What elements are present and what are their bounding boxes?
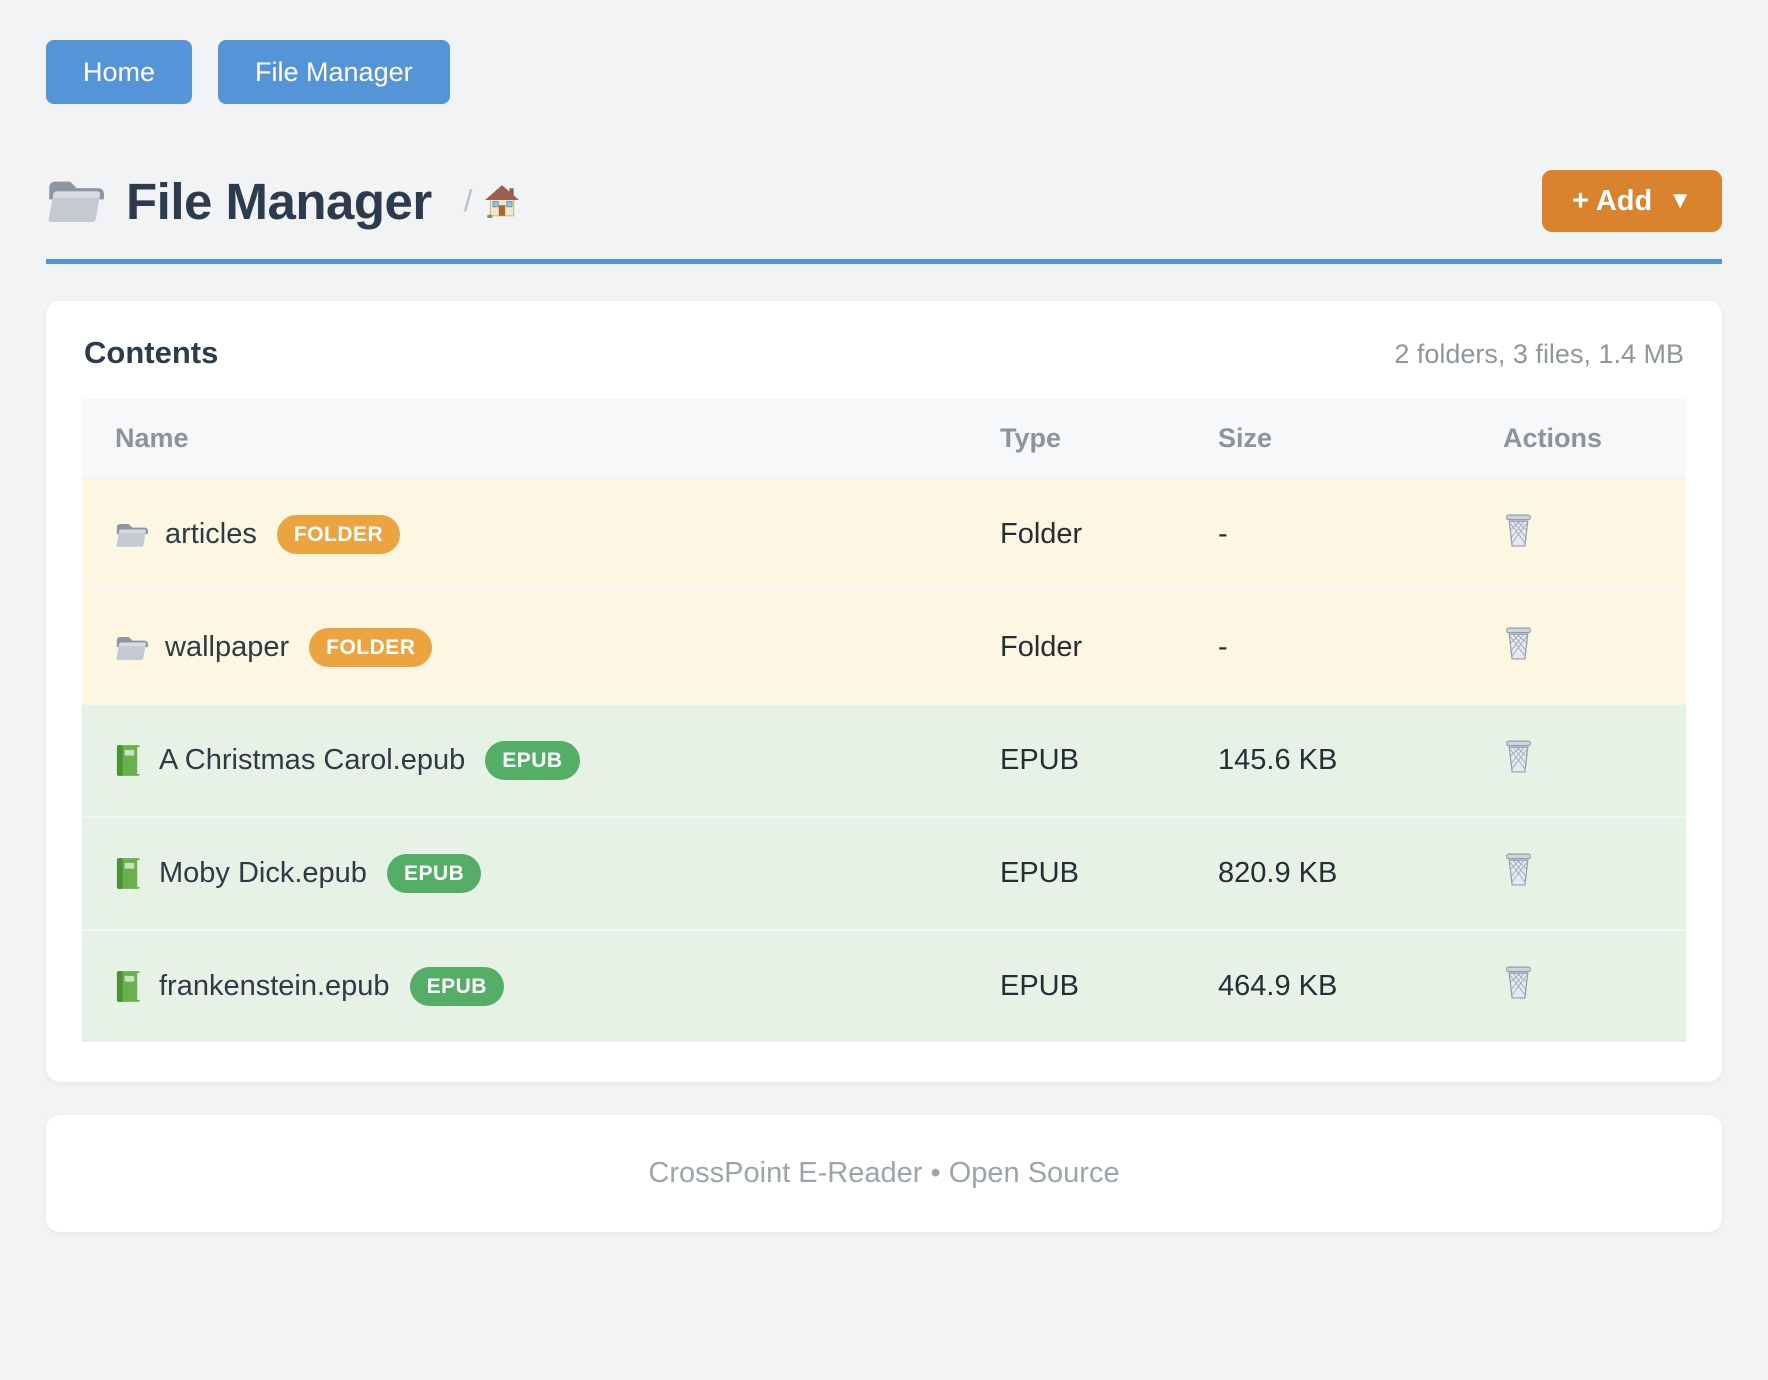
table-row: wallpaper FOLDER Folder - — [82, 590, 1686, 703]
file-manager-button[interactable]: File Manager — [218, 40, 450, 104]
column-header-actions: Actions — [1503, 422, 1603, 453]
column-header-size: Size — [1218, 422, 1273, 453]
folder-icon — [115, 521, 148, 549]
actions-cell — [1470, 852, 1686, 895]
file-size-cell: - — [1218, 631, 1228, 663]
footer-text: CrossPoint E-Reader • Open Source — [648, 1157, 1120, 1189]
file-table: Name Type Size Actions articles FOLDER Fol… — [82, 399, 1686, 1042]
file-size-cell: 820.9 KB — [1218, 857, 1338, 889]
table-row: frankenstein.epub EPUB EPUB 464.9 KB — [82, 929, 1686, 1042]
file-type-cell: EPUB — [1000, 744, 1079, 776]
page-header: File Manager / + Add ▼ — [46, 170, 1722, 232]
delete-button[interactable] — [1503, 513, 1534, 548]
file-table-body: articles FOLDER Folder - wallpaper FOLDER Fold… — [82, 477, 1686, 1042]
actions-cell — [1470, 739, 1686, 782]
contents-heading: Contents — [84, 335, 219, 370]
file-name[interactable]: A Christmas Carol.epub — [159, 744, 466, 776]
breadcrumb-separator: / — [463, 183, 473, 218]
file-name[interactable]: wallpaper — [165, 631, 290, 663]
type-badge: EPUB — [409, 967, 504, 1006]
trash-icon — [1503, 740, 1534, 777]
file-name[interactable]: frankenstein.epub — [159, 970, 390, 1002]
book-icon — [115, 970, 142, 1003]
top-nav: Home File Manager — [0, 0, 1768, 104]
contents-summary: 2 folders, 3 files, 1.4 MB — [1394, 339, 1684, 369]
add-button[interactable]: + Add ▼ — [1541, 170, 1722, 232]
delete-button[interactable] — [1503, 626, 1534, 661]
file-size-cell: 464.9 KB — [1218, 970, 1338, 1002]
header-divider — [46, 259, 1722, 264]
file-type-cell: EPUB — [1000, 857, 1079, 889]
file-name[interactable]: Moby Dick.epub — [159, 857, 367, 889]
contents-card: Contents 2 folders, 3 files, 1.4 MB Name… — [46, 301, 1722, 1082]
breadcrumb: / — [464, 183, 521, 219]
file-size-cell: - — [1218, 518, 1228, 550]
book-icon — [115, 744, 142, 777]
table-row: articles FOLDER Folder - — [82, 477, 1686, 590]
file-size-cell: 145.6 KB — [1218, 744, 1338, 776]
book-icon — [115, 857, 142, 890]
home-button[interactable]: Home — [46, 40, 193, 104]
file-type-cell: Folder — [1000, 631, 1083, 663]
actions-cell — [1470, 965, 1686, 1008]
column-header-name: Name — [115, 422, 189, 453]
type-badge: EPUB — [386, 854, 482, 893]
delete-button[interactable] — [1503, 852, 1534, 887]
column-header-type: Type — [1000, 422, 1062, 453]
file-name-cell[interactable]: A Christmas Carol.epub EPUB — [82, 741, 967, 780]
type-badge: FOLDER — [309, 628, 433, 667]
table-row: A Christmas Carol.epub EPUB EPUB 145.6 KB — [82, 703, 1686, 816]
trash-icon — [1503, 514, 1534, 551]
page-title: File Manager — [126, 172, 432, 230]
house-icon[interactable] — [484, 184, 520, 218]
folder-icon — [46, 176, 104, 226]
contents-card-header: Contents 2 folders, 3 files, 1.4 MB — [82, 335, 1686, 371]
caret-down-icon: ▼ — [1668, 187, 1692, 214]
actions-cell — [1470, 513, 1686, 556]
file-name[interactable]: articles — [165, 518, 257, 550]
trash-icon — [1503, 966, 1534, 1003]
add-button-label: + Add — [1571, 184, 1653, 217]
file-name-cell[interactable]: Moby Dick.epub EPUB — [82, 854, 967, 893]
trash-icon — [1503, 853, 1534, 890]
file-type-cell: EPUB — [1000, 970, 1079, 1002]
table-row: Moby Dick.epub EPUB EPUB 820.9 KB — [82, 816, 1686, 929]
file-name-cell[interactable]: frankenstein.epub EPUB — [82, 967, 967, 1006]
folder-icon — [115, 634, 148, 662]
actions-cell — [1470, 626, 1686, 669]
delete-button[interactable] — [1503, 965, 1534, 1000]
type-badge: EPUB — [485, 741, 580, 780]
file-name-cell[interactable]: articles FOLDER — [82, 515, 967, 554]
delete-button[interactable] — [1503, 739, 1534, 774]
table-header-row: Name Type Size Actions — [82, 399, 1686, 477]
trash-icon — [1503, 627, 1534, 664]
file-name-cell[interactable]: wallpaper FOLDER — [82, 628, 967, 667]
file-type-cell: Folder — [1000, 518, 1083, 550]
footer: CrossPoint E-Reader • Open Source — [46, 1115, 1722, 1232]
type-badge: FOLDER — [276, 515, 401, 554]
